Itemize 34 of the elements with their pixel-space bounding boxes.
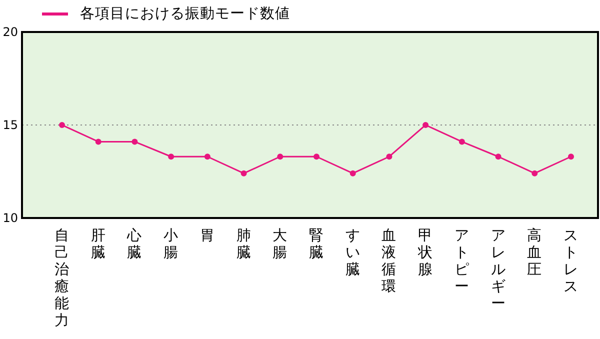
point [350, 170, 356, 176]
x-tick-label: 胃 [200, 228, 215, 244]
point [132, 138, 138, 145]
x-tick-label: 腎臓 [309, 227, 324, 261]
y-tick-label: 10 [2, 211, 18, 225]
point [386, 154, 392, 160]
point [458, 138, 465, 145]
x-tick-label: すい臓 [345, 228, 360, 278]
y-tick-label: 15 [2, 118, 18, 132]
point [314, 154, 320, 160]
x-tick-label: 大腸 [272, 227, 288, 261]
point [277, 154, 284, 160]
point [422, 122, 429, 128]
point [204, 154, 210, 160]
x-tick-label: 甲状腺 [417, 228, 434, 278]
x-tick-label: 小腸 [164, 227, 179, 261]
x-tick-label: 高血圧 [527, 227, 542, 278]
point [95, 138, 102, 145]
x-tick-label: アトピー [454, 228, 470, 295]
x-tick-label: 肝臓 [90, 228, 106, 261]
point [532, 170, 538, 176]
x-tick-label: アレルギー [490, 228, 506, 312]
point [568, 154, 574, 160]
point [168, 154, 174, 160]
point [240, 170, 247, 176]
legend-label: 各項目における振動モード数値 [80, 5, 290, 22]
point [59, 122, 65, 128]
x-tick-label: 肺臓 [236, 227, 252, 261]
x-tick-label: 心臓 [126, 227, 142, 261]
x-tick-label: ストレス [564, 228, 578, 295]
y-tick-label: 20 [2, 25, 18, 39]
x-tick-label: 血液循環 [382, 227, 397, 295]
point [495, 154, 502, 160]
x-tick-label: 自己治癒能力 [54, 227, 70, 329]
